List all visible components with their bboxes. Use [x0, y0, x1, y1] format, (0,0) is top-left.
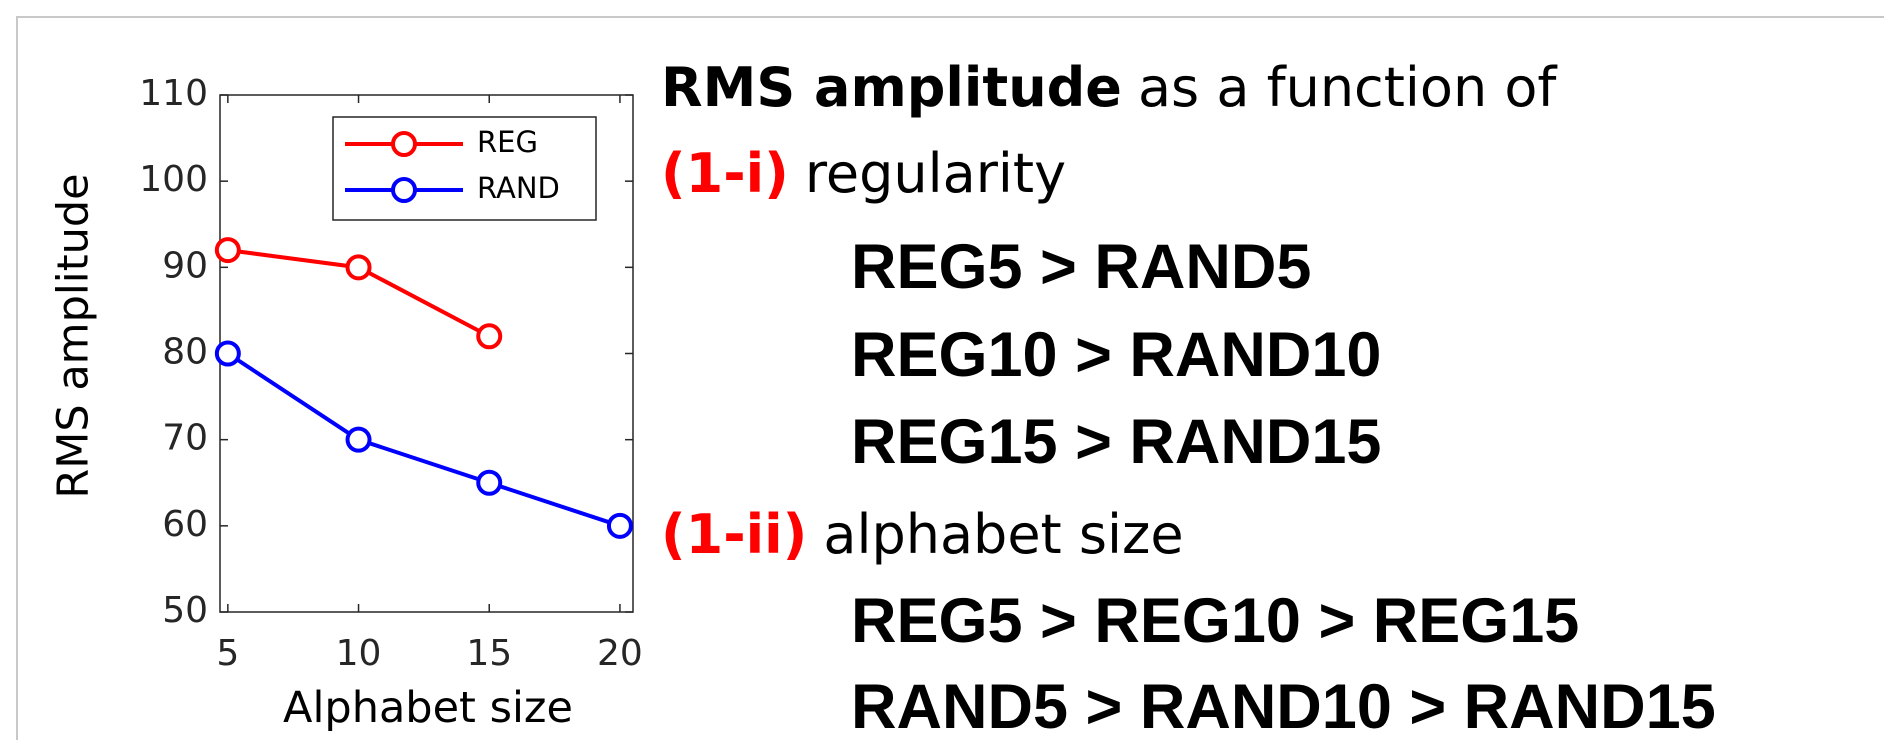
- comparison: RAND5 > RAND10 > RAND15: [851, 672, 1716, 740]
- y-tick-label: 70: [162, 418, 208, 459]
- legend-box: [332, 116, 597, 221]
- marker: [606, 512, 633, 539]
- part-ii-text: alphabet size: [823, 503, 1183, 566]
- marker: [476, 469, 503, 496]
- heading: RMS amplitude as a function of: [661, 56, 1558, 119]
- x-tick-label: 5: [216, 633, 239, 674]
- slide-border: [16, 16, 1884, 740]
- legend-marker: [391, 131, 417, 157]
- comparison: REG10 > RAND10: [851, 320, 1381, 390]
- part-ii-label: (1-ii): [661, 503, 807, 566]
- marker: [476, 323, 503, 350]
- legend-label: REG: [477, 125, 538, 159]
- comparison: REG15 > RAND15: [851, 407, 1381, 477]
- y-axis-label: RMS amplitude: [49, 173, 99, 498]
- marker: [214, 237, 241, 264]
- legend-label: RAND: [477, 171, 560, 205]
- comparison: REG5 > REG10 > REG15: [851, 586, 1579, 656]
- marker: [345, 254, 372, 281]
- x-tick-label: 15: [466, 633, 512, 674]
- heading-rest: as a function of: [1138, 56, 1558, 119]
- legend-marker: [391, 177, 417, 203]
- y-tick-label: 50: [162, 590, 208, 631]
- heading-bold: RMS amplitude: [661, 56, 1122, 119]
- y-tick-label: 60: [162, 504, 208, 545]
- series-line: [226, 351, 621, 528]
- part-i-text: regularity: [805, 142, 1066, 205]
- y-tick-label: 90: [162, 245, 208, 286]
- x-tick-label: 10: [336, 633, 382, 674]
- marker: [345, 426, 372, 453]
- part-i: (1-i) regularity: [661, 142, 1066, 205]
- comparison: REG5 > RAND5: [851, 232, 1311, 302]
- marker: [214, 340, 241, 367]
- x-tick-label: 20: [597, 633, 643, 674]
- part-i-label: (1-i): [661, 142, 789, 205]
- y-tick-label: 100: [139, 159, 208, 200]
- x-axis-label: Alphabet size: [283, 683, 573, 733]
- y-tick-label: 110: [139, 73, 208, 114]
- y-tick-label: 80: [162, 332, 208, 373]
- part-ii: (1-ii) alphabet size: [661, 503, 1184, 566]
